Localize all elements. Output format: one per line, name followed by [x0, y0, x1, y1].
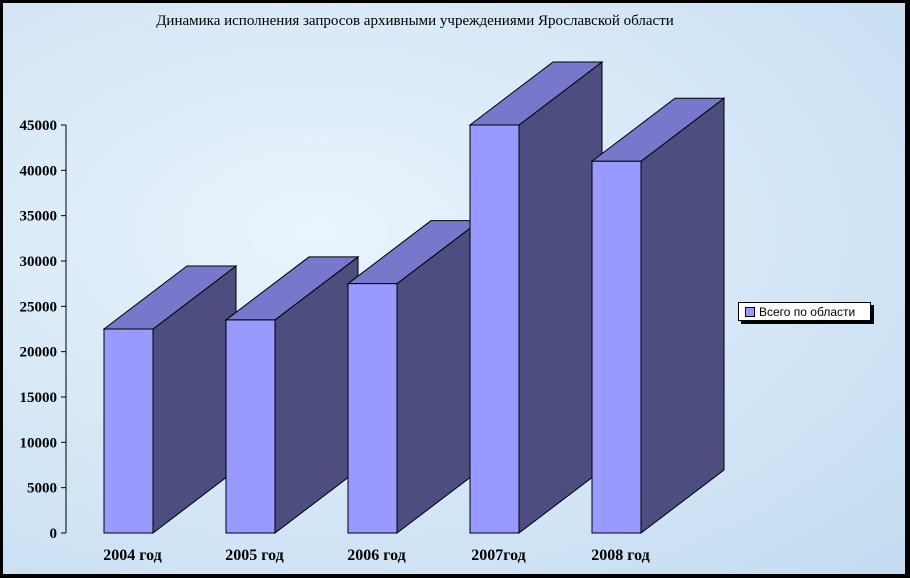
legend-swatch [745, 306, 755, 317]
bar [468, 60, 604, 535]
y-tick-label: 0 [50, 526, 58, 542]
legend: Всего по области [738, 302, 871, 321]
bar-front [103, 328, 154, 534]
y-tick-label: 40000 [20, 163, 58, 179]
x-axis: 2004 год 2005 год 2006 год 2007год 2008 год [103, 547, 650, 564]
bar [590, 97, 726, 535]
bar [224, 255, 360, 535]
bar [346, 219, 482, 535]
chart-title: Динамика исполнения запросов архивными у… [156, 13, 674, 29]
y-tick-label: 25000 [20, 299, 58, 315]
legend-label: Всего по области [759, 304, 856, 319]
x-tick-label: 2006 год [347, 547, 406, 564]
bar-side [640, 97, 725, 535]
bar-front [347, 283, 398, 534]
x-tick-label: 2007год [471, 547, 526, 564]
y-tick-label: 35000 [20, 209, 58, 225]
x-tick-label: 2004 год [103, 547, 162, 564]
bar-side [518, 60, 603, 535]
bar-front [469, 124, 520, 534]
y-tick-label: 30000 [20, 254, 58, 270]
chart-frame: Динамика исполнения запросов архивными у… [3, 3, 905, 574]
bar [102, 264, 238, 535]
y-tick-label: 15000 [20, 390, 58, 406]
x-tick-label: 2005 год [225, 547, 284, 564]
y-tick-label: 10000 [20, 435, 58, 451]
bar-front [591, 160, 642, 534]
y-tick-label: 5000 [27, 481, 57, 497]
bars [102, 60, 726, 535]
y-axis: 0 5000 10000 15000 20000 25000 30000 35000 40000… [20, 118, 67, 542]
y-tick-label: 45000 [20, 118, 58, 134]
x-tick-label: 2008 год [591, 547, 650, 564]
bar-front [225, 319, 276, 534]
y-tick-label: 20000 [20, 345, 58, 361]
bar-chart: Динамика исполнения запросов архивными у… [20, 13, 726, 564]
